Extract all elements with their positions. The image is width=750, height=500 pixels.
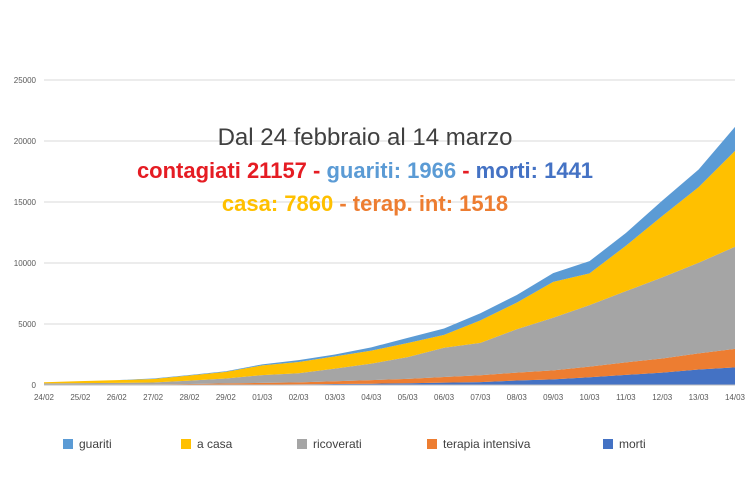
y-tick-label: 15000: [14, 198, 37, 207]
x-tick-label: 26/02: [107, 393, 128, 402]
x-tick-label: 05/03: [398, 393, 419, 402]
x-tick-label: 25/02: [70, 393, 91, 402]
legend-label: a casa: [197, 437, 233, 451]
annotation-segment: -: [456, 158, 476, 183]
x-tick-label: 24/02: [34, 393, 55, 402]
annotation-segment: terap. int: 1518: [352, 191, 509, 216]
y-tick-label: 25000: [14, 76, 37, 85]
x-tick-label: 04/03: [361, 393, 382, 402]
legend: guariti a casa ricoverati terapia intensiva…: [0, 437, 750, 457]
x-tick-label: 27/02: [143, 393, 164, 402]
x-tick-label: 10/03: [580, 393, 601, 402]
x-tick-label: 14/03: [725, 393, 746, 402]
x-tick-label: 11/03: [616, 393, 636, 402]
area-ricoverati: [44, 246, 735, 385]
legend-item: morti: [603, 437, 646, 451]
x-tick-label: 01/03: [252, 393, 273, 402]
y-tick-label: 20000: [14, 137, 37, 146]
annotation-segment: casa: 7860: [221, 191, 334, 216]
x-axis: 24/02 25/02 26/02 27/02 28/02 29/02 01/03 02/03…: [34, 384, 746, 402]
x-tick-label: 02/03: [289, 393, 310, 402]
y-tick-label: 5000: [18, 320, 36, 329]
legend-label: ricoverati: [313, 437, 362, 451]
x-tick-label: 29/02: [216, 393, 237, 402]
area-morti: [44, 367, 735, 385]
legend-label: terapia intensiva: [443, 437, 531, 451]
legend-swatch: [427, 439, 437, 449]
annotation-segment: -: [306, 158, 327, 183]
annotation-line-2: contagiati 21157 - guariti: 1966 - morti…: [130, 158, 600, 184]
x-tick-label: 06/03: [434, 393, 455, 402]
x-tick-label: 13/03: [689, 393, 710, 402]
legend-item: ricoverati: [297, 437, 362, 451]
legend-item: a casa: [181, 437, 232, 451]
y-tick-label: 10000: [14, 259, 37, 268]
legend-swatch: [63, 439, 73, 449]
legend-label: guariti: [79, 437, 112, 451]
area-terapia-intensiva: [44, 348, 735, 385]
annotation-line-3: casa: 7860 - terap. int: 1518: [130, 191, 600, 217]
y-axis: 0 5000 10000 15000 20000 25000: [14, 76, 37, 390]
x-tick-label: 12/03: [652, 393, 673, 402]
area-series: [44, 126, 735, 385]
y-tick-label: 0: [32, 381, 37, 390]
legend-swatch: [181, 439, 191, 449]
legend-item: guariti: [63, 437, 112, 451]
legend-item: terapia intensiva: [427, 437, 530, 451]
legend-swatch: [603, 439, 613, 449]
annotation-segment: morti: 1441: [475, 158, 594, 183]
annotation-segment: contagiati 21157: [136, 158, 307, 183]
annotation-line-1: Dal 24 febbraio al 14 marzo: [217, 124, 513, 151]
x-tick-label: 28/02: [179, 393, 200, 402]
annotation-segment: -: [333, 191, 353, 216]
x-tick-label: 09/03: [543, 393, 564, 402]
x-tick-label: 08/03: [507, 393, 528, 402]
legend-swatch: [297, 439, 307, 449]
annotation-segment: guariti: 1966: [326, 158, 457, 183]
x-tick-label: 07/03: [470, 393, 491, 402]
legend-label: morti: [619, 437, 646, 451]
x-tick-label: 03/03: [325, 393, 346, 402]
